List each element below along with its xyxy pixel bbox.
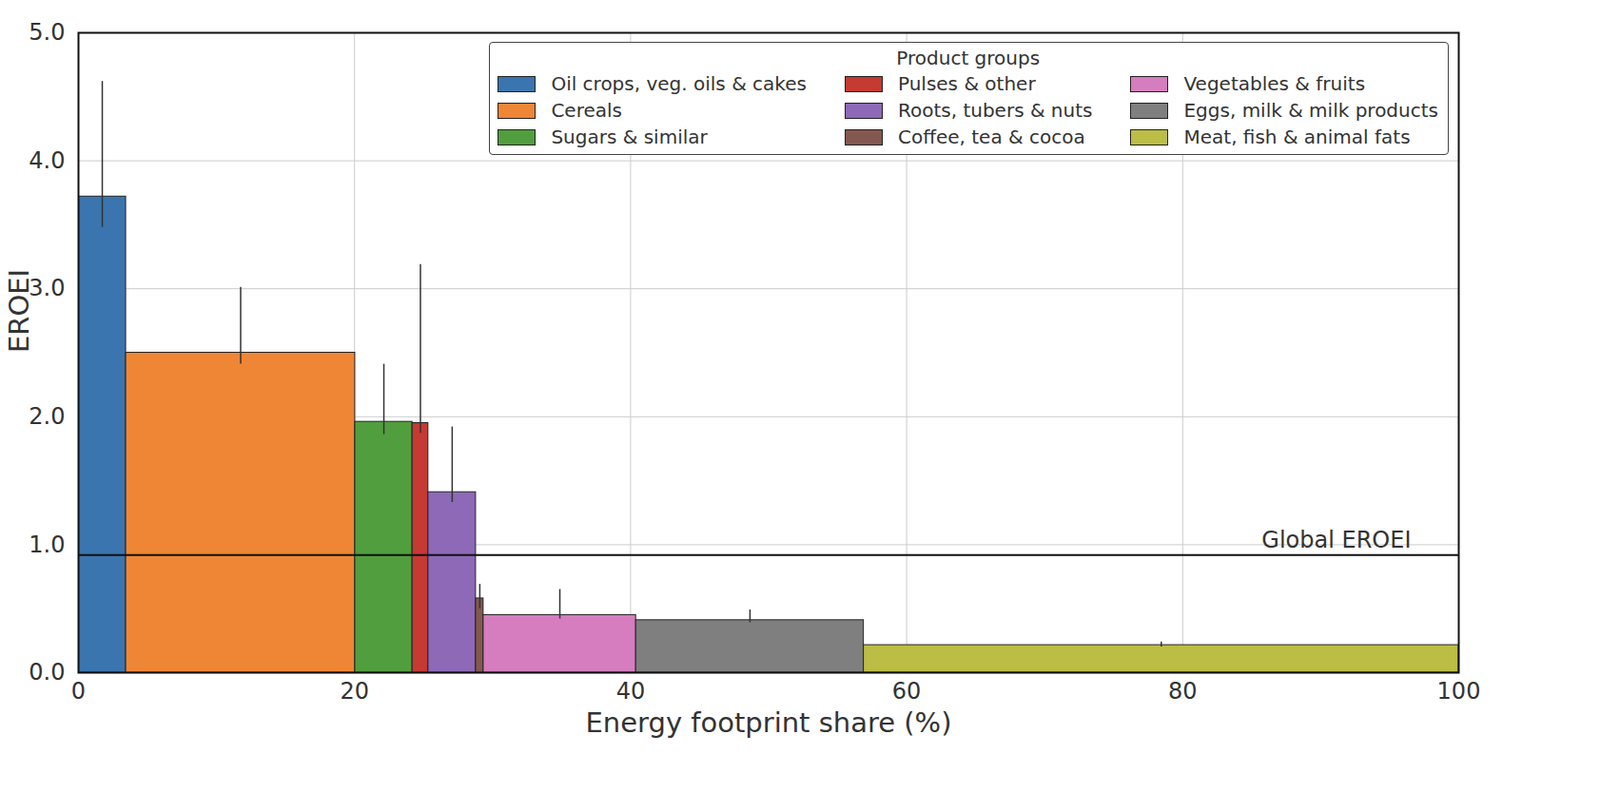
svg-text:60: 60 xyxy=(892,678,922,705)
svg-text:40: 40 xyxy=(616,678,646,705)
svg-text:20: 20 xyxy=(339,678,370,705)
html-text:Eggs, milk & milk products: Eggs, milk & milk products xyxy=(1183,98,1439,122)
svg-text:Energy footprint share (%): Energy footprint share (%) xyxy=(585,706,953,740)
svg-text:80: 80 xyxy=(1168,678,1198,705)
html-text:Pulses & other: Pulses & other xyxy=(897,72,1036,96)
html-text:Meat, fish & animal fats: Meat, fish & animal fats xyxy=(1183,125,1411,149)
html-text:Vegetables & fruits: Vegetables & fruits xyxy=(1183,72,1366,96)
html-text:Roots, tubers & nuts: Roots, tubers & nuts xyxy=(897,98,1093,122)
svg-text:2.0: 2.0 xyxy=(28,403,65,430)
svg-text:Global EROEI: Global EROEI xyxy=(1261,526,1411,554)
svg-text:100: 100 xyxy=(1437,678,1482,705)
svg-text:4.0: 4.0 xyxy=(28,147,65,175)
svg-text:3.0: 3.0 xyxy=(28,275,66,302)
html-text:Oil crops, veg. oils & cakes: Oil crops, veg. oils & cakes xyxy=(551,72,807,96)
html-text:Sugars & similar: Sugars & similar xyxy=(551,125,708,149)
svg-text:5.0: 5.0 xyxy=(28,19,65,46)
svg-text:1.0: 1.0 xyxy=(28,531,65,559)
svg-text:0: 0 xyxy=(71,678,86,705)
html-text:Cereals: Cereals xyxy=(551,98,623,122)
html-text:Product groups: Product groups xyxy=(896,46,1040,70)
html-text:Coffee, tea & cocoa: Coffee, tea & cocoa xyxy=(897,125,1086,149)
svg-text:0.0: 0.0 xyxy=(28,659,65,686)
svg-text:EROEI: EROEI xyxy=(2,269,36,353)
